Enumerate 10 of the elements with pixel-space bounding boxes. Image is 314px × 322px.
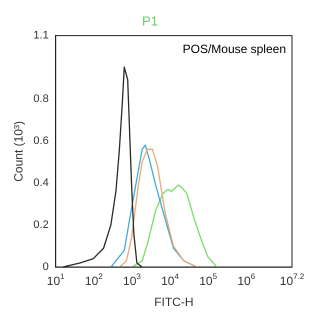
y-tick-label: 1.1 xyxy=(33,30,49,42)
chart-title: P1 xyxy=(142,13,158,28)
y-tick-label: 0 xyxy=(42,261,49,274)
y-axis-title: Count (10³) xyxy=(12,121,26,182)
y-tick-label: 0.6 xyxy=(33,134,49,147)
y-tick-label: 0.4 xyxy=(33,177,49,190)
x-axis-title: FITC-H xyxy=(154,295,194,310)
annotation: POS/Mouse spleen xyxy=(182,42,286,56)
y-tick-label: 0.2 xyxy=(33,219,49,232)
y-tick-label: 0.8 xyxy=(33,92,49,105)
